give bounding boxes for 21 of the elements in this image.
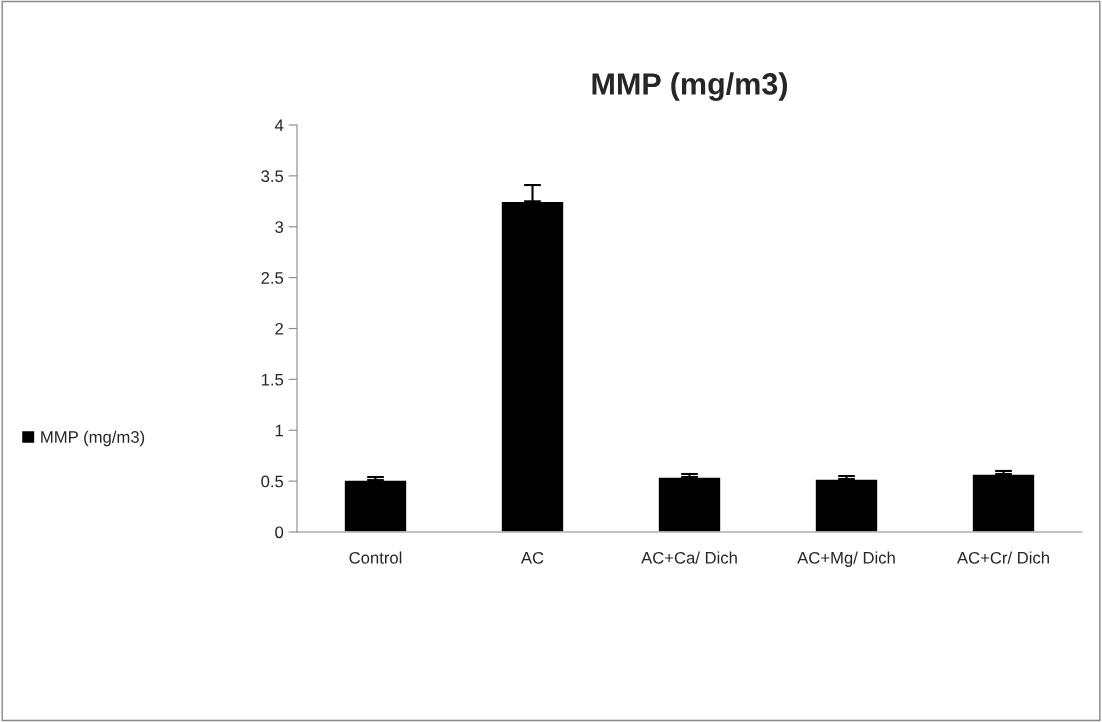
bar xyxy=(343,479,408,532)
y-tick-label: 1.5 xyxy=(261,373,284,386)
chart-title: MMP (mg/m3) xyxy=(592,72,788,101)
y-tick-label: 2.5 xyxy=(261,272,284,284)
y-tick-label: 1 xyxy=(275,424,283,437)
y-tick-label: 0 xyxy=(275,526,284,539)
x-tick-label: AC+Ca/ Dich xyxy=(641,551,737,564)
y-tick-label: 0.5 xyxy=(261,475,284,488)
y-tick-label: 3.5 xyxy=(261,170,284,183)
y-tick-label: 4 xyxy=(274,119,284,132)
y-tick-label: 2 xyxy=(275,322,283,335)
legend-label: MMP (mg/m3) xyxy=(41,430,145,447)
bar xyxy=(657,476,722,532)
bar xyxy=(500,200,565,532)
x-tick-label: Control xyxy=(349,551,402,564)
bar xyxy=(971,473,1036,532)
y-tick-label: 3 xyxy=(275,221,284,233)
x-tick-label: AC+Mg/ Dich xyxy=(797,551,895,567)
x-tick-label: AC+Cr/ Dich xyxy=(957,551,1049,564)
x-tick-label: AC xyxy=(520,551,544,564)
bar xyxy=(814,478,879,532)
